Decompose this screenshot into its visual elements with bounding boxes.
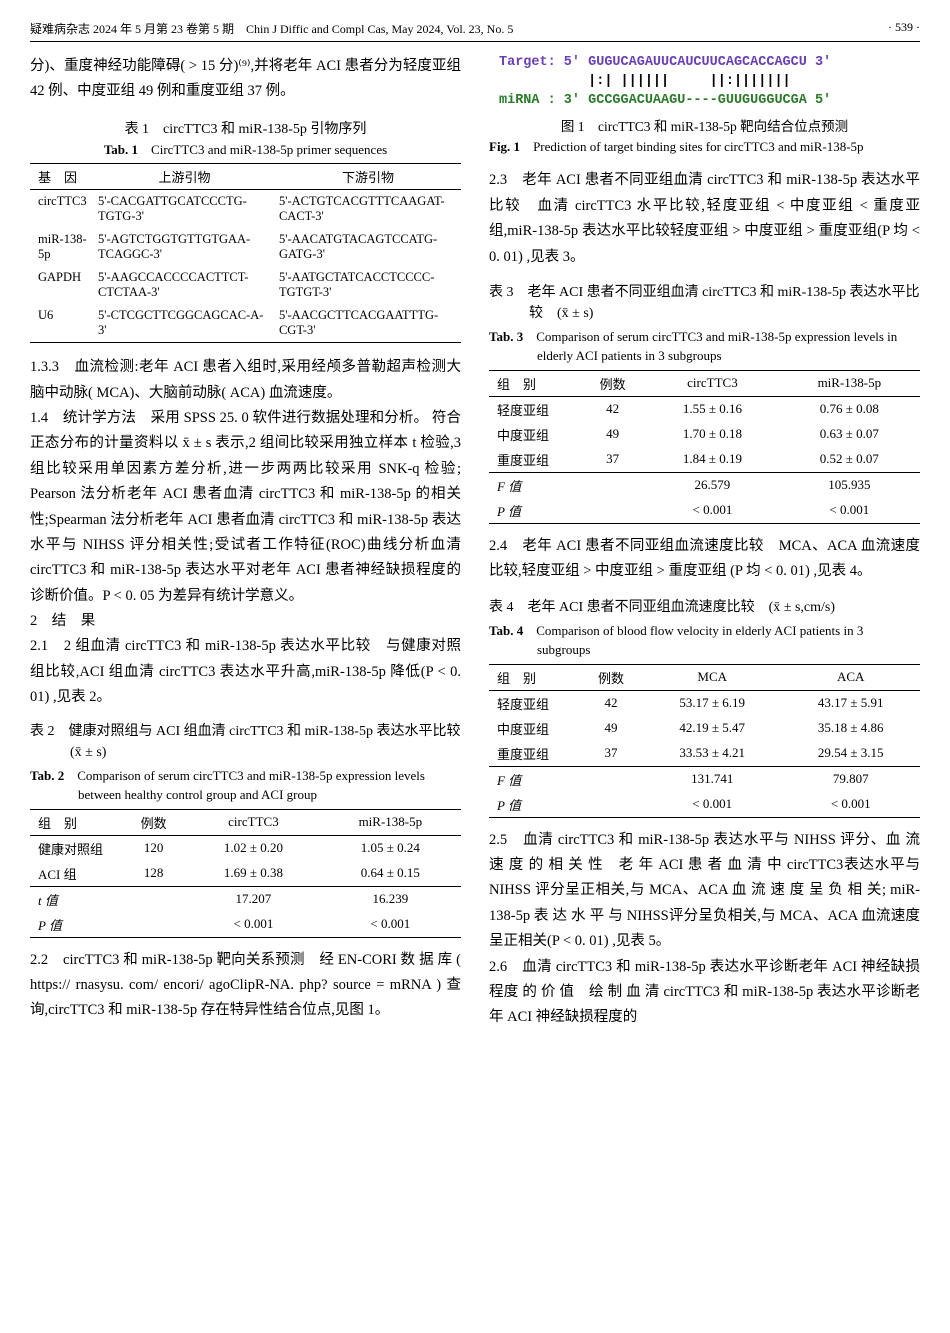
intro-text: 分)、重度神经功能障碍( > 15 分)⁽⁹⁾,并将老年 ACI 患者分为轻度亚…: [30, 54, 461, 105]
table-row: P 值< 0.001< 0.001: [489, 498, 920, 524]
table-row: 中度亚组491.70 ± 0.180.63 ± 0.07: [489, 422, 920, 447]
table-row: 轻度亚组421.55 ± 0.160.76 ± 0.08: [489, 396, 920, 422]
table-row: ACI 组1281.69 ± 0.380.64 ± 0.15: [30, 861, 461, 887]
table-row: P 值< 0.001< 0.001: [489, 792, 920, 818]
table-row: P 值< 0.001< 0.001: [30, 912, 461, 938]
table-row: GAPDH5'-AAGCCACCCCACTTCT-CTCTAA-3'5'-AAT…: [30, 266, 461, 304]
header-left: 疑难病杂志 2024 年 5 月第 23 卷第 5 期 Chin J Diffi…: [30, 20, 513, 37]
table1: 基 因 上游引物 下游引物 circTTC35'-CACGATTGCATCCCT…: [30, 163, 461, 343]
table-row: 轻度亚组4253.17 ± 6.1943.17 ± 5.91: [489, 690, 920, 716]
table-row: circTTC35'-CACGATTGCATCCCTG-TGTG-3'5'-AC…: [30, 190, 461, 229]
left-column: 分)、重度神经功能障碍( > 15 分)⁽⁹⁾,并将老年 ACI 患者分为轻度亚…: [30, 54, 461, 1031]
table2: 组 别 例数 circTTC3 miR-138-5p 健康对照组1201.02 …: [30, 809, 461, 938]
right-column: Target: 5' GUGUCAGAUUCAUCUUCAGCACCAGCU 3…: [489, 54, 920, 1031]
table-row: U65'-CTCGCTTCGGCAGCAC-A-3'5'-AACGCTTCACG…: [30, 304, 461, 343]
p24: 2.4 老年 ACI 患者不同亚组血流速度比较 MCA、ACA 血流速度比较,轻…: [489, 534, 920, 585]
table-row: F 值131.74179.807: [489, 766, 920, 792]
two-column-layout: 分)、重度神经功能障碍( > 15 分)⁽⁹⁾,并将老年 ACI 患者分为轻度亚…: [30, 54, 920, 1031]
table3: 组 别 例数 circTTC3 miR-138-5p 轻度亚组421.55 ± …: [489, 370, 920, 524]
p23: 2.3 老年 ACI 患者不同亚组血清 circTTC3 和 miR-138-5…: [489, 168, 920, 270]
p14: 1.4 统计学方法 采用 SPSS 25. 0 软件进行数据处理和分析。 符合正…: [30, 406, 461, 609]
table-row: 重度亚组371.84 ± 0.190.52 ± 0.07: [489, 447, 920, 473]
table-row: 中度亚组4942.19 ± 5.4735.18 ± 4.86: [489, 716, 920, 741]
table-row: miR-138-5p5'-AGTCTGGTGTTGTGAA-TCAGGC-3'5…: [30, 228, 461, 266]
table4-caption-en: Tab. 4 Comparison of blood flow velocity…: [489, 621, 920, 660]
section-2: 2 结 果: [30, 609, 461, 634]
table4: 组 别 例数 MCA ACA 轻度亚组4253.17 ± 6.1943.17 ±…: [489, 664, 920, 818]
p26: 2.6 血清 circTTC3 和 miR-138-5p 表达水平诊断老年 AC…: [489, 955, 920, 1031]
p21: 2.1 2 组血清 circTTC3 和 miR-138-5p 表达水平比较 与…: [30, 634, 461, 710]
figure1-caption-en: Fig. 1 Prediction of target binding site…: [489, 137, 920, 157]
table-row: t 值17.20716.239: [30, 886, 461, 912]
table4-caption-cn: 表 4 老年 ACI 患者不同亚组血流速度比较 (x̄ ± s,cm/s): [489, 597, 920, 618]
table-row: 重度亚组3733.53 ± 4.2129.54 ± 3.15: [489, 741, 920, 767]
table2-caption-cn: 表 2 健康对照组与 ACI 组血清 circTTC3 和 miR-138-5p…: [30, 721, 461, 763]
p133: 1.3.3 血流检测:老年 ACI 患者入组时,采用经颅多普勒超声检测大脑中动脉…: [30, 355, 461, 406]
table-row: F 值26.579105.935: [489, 472, 920, 498]
table3-caption-cn: 表 3 老年 ACI 患者不同亚组血清 circTTC3 和 miR-138-5…: [489, 282, 920, 324]
figure1-caption-cn: 图 1 circTTC3 和 miR-138-5p 靶向结合位点预测: [489, 117, 920, 137]
header-right: · 539 ·: [888, 20, 920, 37]
page-header: 疑难病杂志 2024 年 5 月第 23 卷第 5 期 Chin J Diffi…: [30, 20, 920, 42]
p22: 2.2 circTTC3 和 miR-138-5p 靶向关系预测 经 EN-CO…: [30, 948, 461, 1024]
table1-caption-en: Tab. 1 CircTTC3 and miR-138-5p primer se…: [30, 140, 461, 160]
figure1-alignment: Target: 5' GUGUCAGAUUCAUCUUCAGCACCAGCU 3…: [499, 54, 920, 111]
p25: 2.5 血清 circTTC3 和 miR-138-5p 表达水平与 NIHSS…: [489, 828, 920, 955]
table1-caption-cn: 表 1 circTTC3 和 miR-138-5p 引物序列: [30, 119, 461, 140]
table-row: 健康对照组1201.02 ± 0.201.05 ± 0.24: [30, 835, 461, 861]
table3-caption-en: Tab. 3 Comparison of serum circTTC3 and …: [489, 327, 920, 366]
table2-caption-en: Tab. 2 Comparison of serum circTTC3 and …: [30, 766, 461, 805]
